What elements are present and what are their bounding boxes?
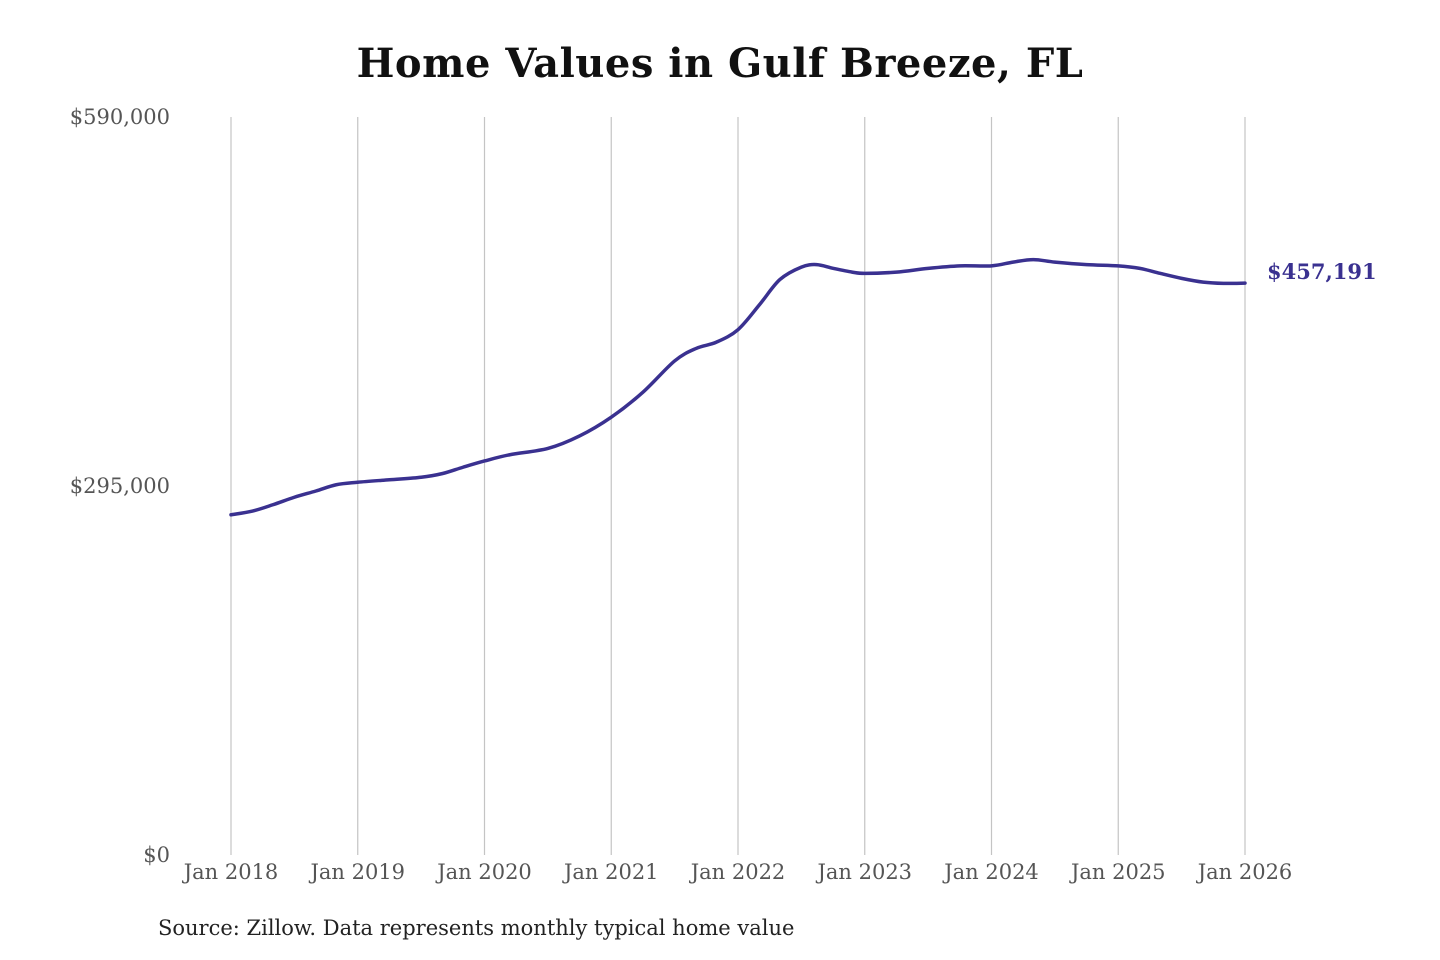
chart-title: Home Values in Gulf Breeze, FL [356, 40, 1084, 87]
y-axis-ticks: $0 $295,000 $590,000 [70, 105, 170, 867]
x-tick-label: Jan 2024 [942, 860, 1039, 884]
end-value-label: $457,191 [1267, 259, 1377, 284]
series-layer [229, 257, 1247, 517]
x-tick-label: Jan 2021 [562, 860, 659, 884]
x-axis-ticks: Jan 2018 Jan 2019 Jan 2020 Jan 2021 Jan 2022… [182, 860, 1293, 884]
x-tick-label: Jan 2020 [435, 860, 532, 884]
y-tick-label: $0 [143, 843, 170, 867]
gridlines [230, 117, 1246, 855]
source-note: Source: Zillow. Data represents monthly … [158, 916, 795, 940]
x-tick-label: Jan 2019 [308, 860, 405, 884]
x-tick-label: Jan 2023 [815, 860, 912, 884]
y-tick-label: $590,000 [70, 105, 170, 129]
end-label-layer: $457,191 [1267, 259, 1377, 284]
y-tick-label: $295,000 [70, 474, 170, 498]
home-value-line [229, 257, 1247, 517]
x-tick-label: Jan 2018 [182, 860, 279, 884]
x-tick-label: Jan 2025 [1069, 860, 1166, 884]
x-tick-label: Jan 2022 [689, 860, 786, 884]
x-tick-label: Jan 2026 [1196, 860, 1293, 884]
